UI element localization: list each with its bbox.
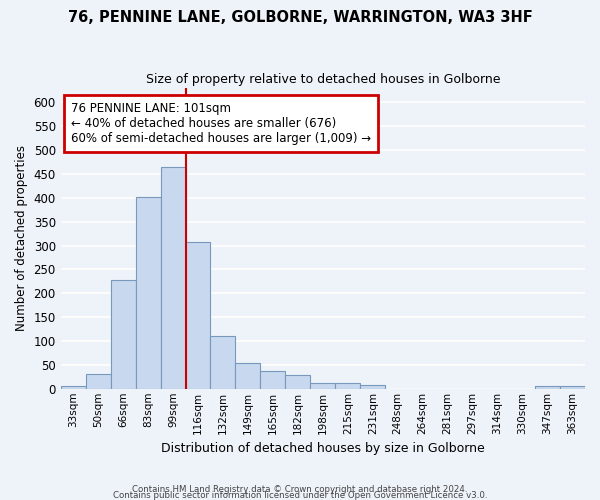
Bar	[110, 280, 136, 389]
Bar	[335, 383, 360, 389]
Text: 76 PENNINE LANE: 101sqm
← 40% of detached houses are smaller (676)
60% of semi-d: 76 PENNINE LANE: 101sqm ← 40% of detache…	[71, 102, 371, 144]
Bar	[235, 363, 260, 389]
Bar	[535, 386, 560, 389]
Text: Contains HM Land Registry data © Crown copyright and database right 2024.: Contains HM Land Registry data © Crown c…	[132, 485, 468, 494]
Bar	[61, 386, 86, 389]
Bar	[560, 386, 585, 389]
Title: Size of property relative to detached houses in Golborne: Size of property relative to detached ho…	[146, 72, 500, 86]
Bar	[136, 197, 161, 389]
Bar	[86, 374, 110, 389]
Bar	[286, 376, 310, 389]
Bar	[260, 370, 286, 389]
Bar	[161, 167, 185, 389]
Text: Contains public sector information licensed under the Open Government Licence v3: Contains public sector information licen…	[113, 490, 487, 500]
Bar	[185, 242, 211, 389]
Bar	[360, 386, 385, 389]
Text: 76, PENNINE LANE, GOLBORNE, WARRINGTON, WA3 3HF: 76, PENNINE LANE, GOLBORNE, WARRINGTON, …	[68, 10, 532, 25]
Y-axis label: Number of detached properties: Number of detached properties	[15, 146, 28, 332]
X-axis label: Distribution of detached houses by size in Golborne: Distribution of detached houses by size …	[161, 442, 485, 455]
Bar	[211, 336, 235, 389]
Bar	[310, 382, 335, 389]
